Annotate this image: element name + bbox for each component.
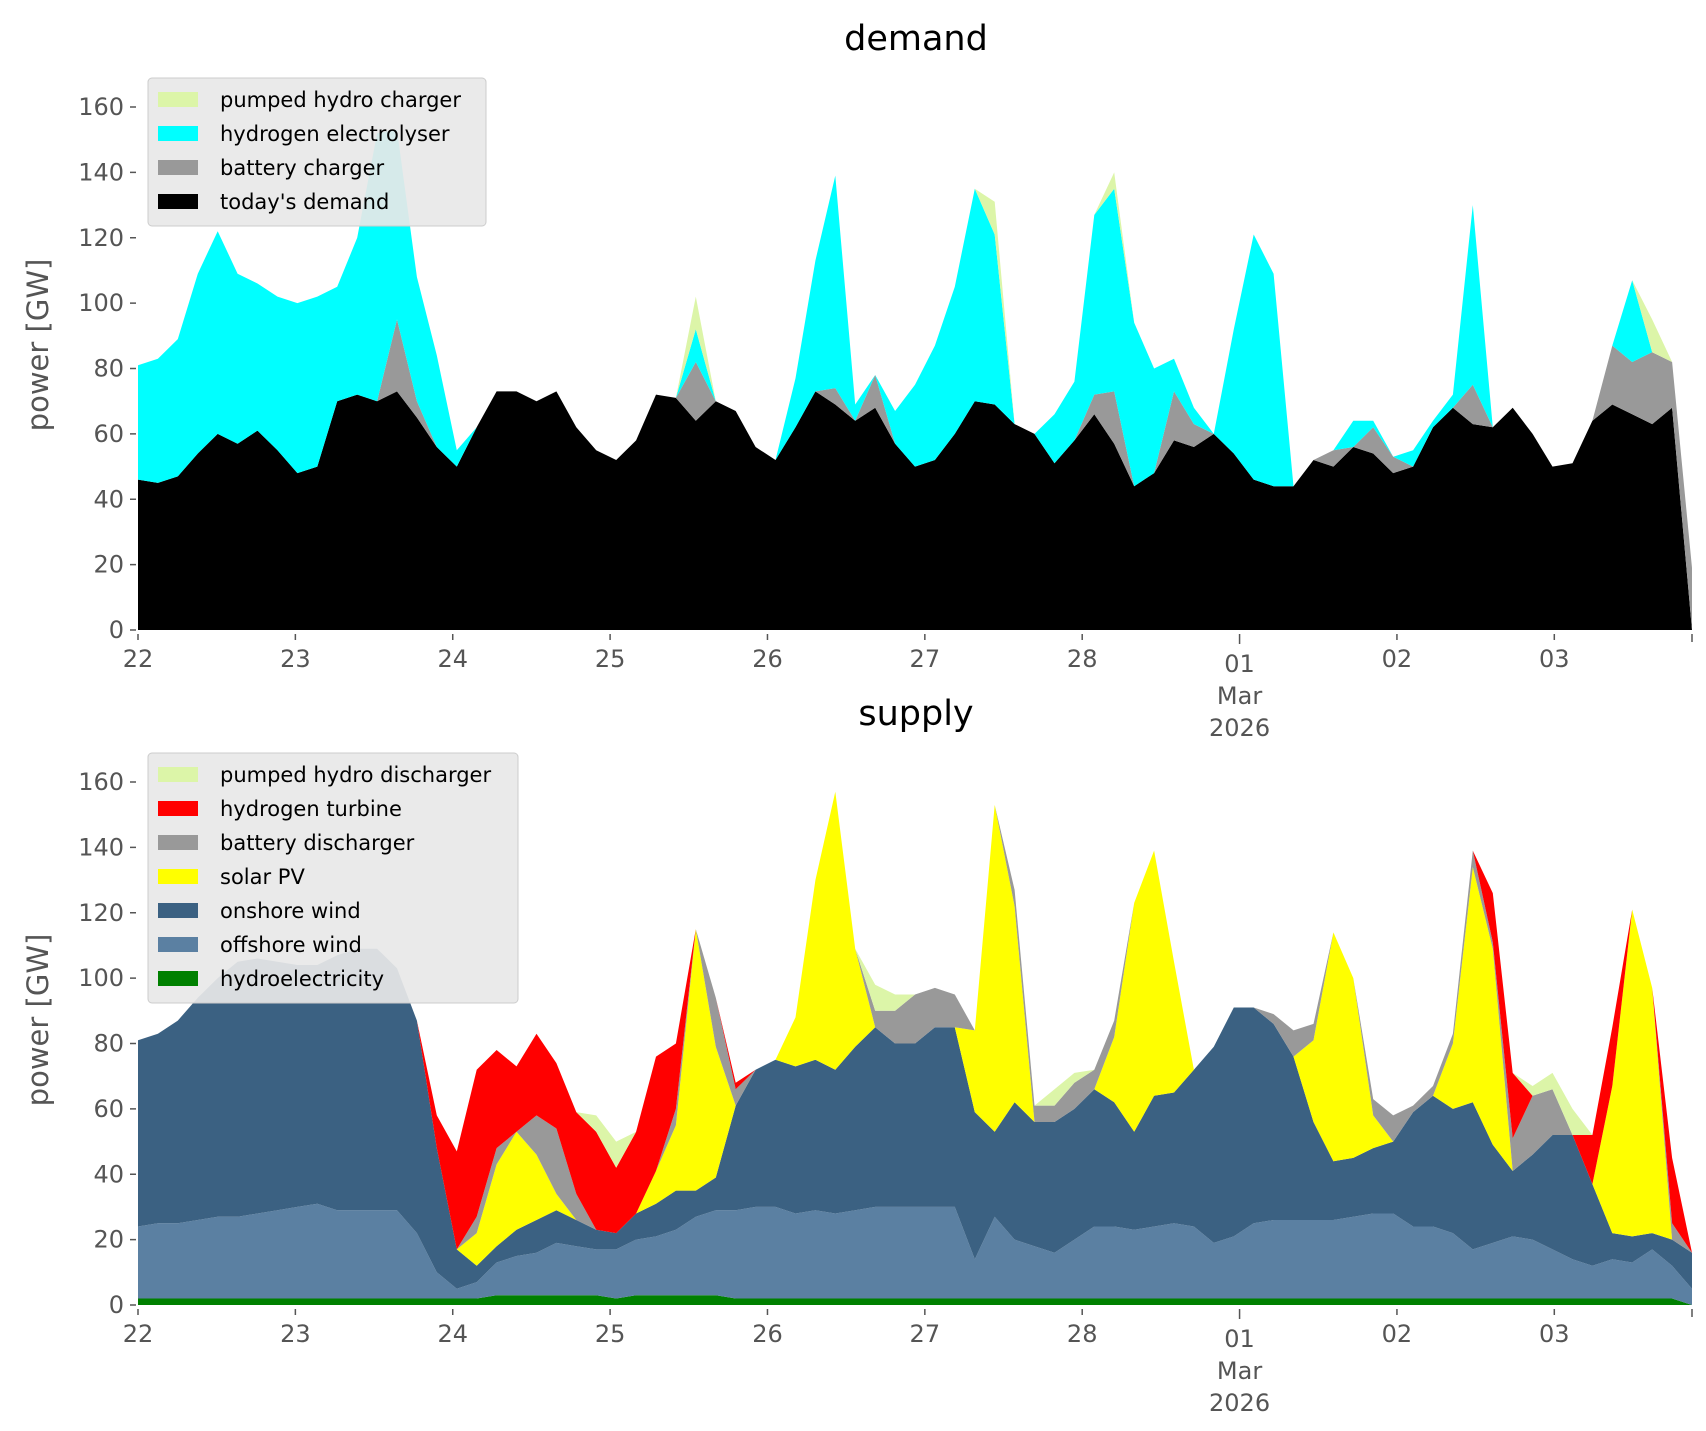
supply-ylabel: power [GW] (21, 934, 55, 1107)
legend-label: pumped hydro charger (220, 88, 461, 112)
demand-legend: pumped hydro charger hydrogen electrolyse… (147, 77, 487, 227)
area-hydroelectricity (138, 1295, 1692, 1305)
legend-swatch (158, 801, 198, 816)
xtick-label: 22 (123, 645, 154, 673)
ytick-label: 80 (93, 1030, 124, 1058)
ytick-label: 160 (78, 93, 124, 121)
legend-label: hydrogen turbine (220, 797, 402, 821)
demand-ylabel: power [GW] (21, 259, 55, 432)
xtick-label: 22 (123, 1320, 154, 1348)
ytick-label: 120 (78, 224, 124, 252)
area-offshore-wind (138, 1203, 1692, 1305)
legend-swatch (158, 937, 198, 952)
ytick-label: 60 (93, 420, 124, 448)
legend-swatch (158, 160, 198, 175)
legend-swatch (158, 92, 198, 107)
xtick-label: 01 (1224, 1325, 1255, 1353)
legend-label: battery charger (220, 156, 385, 180)
xtick-label: 25 (595, 1320, 626, 1348)
ytick-label: 40 (93, 1160, 124, 1188)
xtick-label: 27 (910, 1320, 941, 1348)
legend-swatch (158, 971, 198, 986)
legend-label: pumped hydro discharger (220, 763, 491, 787)
legend-label: solar PV (220, 865, 305, 889)
ytick-label: 60 (93, 1095, 124, 1123)
legend-box (147, 752, 519, 1004)
demand-title: demand (844, 19, 988, 59)
ytick-label: 120 (78, 899, 124, 927)
xtick-label: 02 (1382, 645, 1413, 673)
xtick-label: 28 (1067, 645, 1098, 673)
xtick-label: 03 (1539, 1320, 1570, 1348)
xtick-label: 02 (1382, 1320, 1413, 1348)
legend-label: battery discharger (220, 831, 415, 855)
supply-legend: pumped hydro discharger hydrogen turbine b… (147, 752, 519, 1004)
area-onshore-wind (138, 948, 1692, 1289)
xtick-label: 01 (1224, 650, 1255, 678)
legend-swatch (158, 767, 198, 782)
area-battery-discharger (138, 791, 1692, 1253)
legend-label: today's demand (220, 190, 389, 214)
legend-swatch (158, 869, 198, 884)
xtick-label: 28 (1067, 1320, 1098, 1348)
xtick-label: 24 (437, 1320, 468, 1348)
xtick-label: 03 (1539, 645, 1570, 673)
supply-title: supply (858, 694, 973, 734)
xtick-label: 24 (437, 645, 468, 673)
xtick-label: 23 (280, 645, 311, 673)
xtick-label: 25 (595, 645, 626, 673)
legend-label: hydroelectricity (220, 967, 384, 991)
xtick-label: 27 (910, 645, 941, 673)
legend-swatch (158, 194, 198, 209)
area-today-s-demand (138, 391, 1692, 630)
ytick-label: 160 (78, 768, 124, 796)
xtick-label: 23 (280, 1320, 311, 1348)
xtick-label: Mar (1217, 1357, 1262, 1385)
legend-swatch (158, 835, 198, 850)
ytick-label: 140 (78, 833, 124, 861)
xtick-label: Mar (1217, 682, 1262, 710)
legend-swatch (158, 126, 198, 141)
legend-label: hydrogen electrolyser (220, 122, 450, 146)
supply-areas (138, 791, 1692, 1305)
ytick-label: 0 (109, 616, 124, 644)
legend-box (147, 77, 487, 227)
ytick-label: 20 (93, 551, 124, 579)
xtick-label: 2026 (1209, 714, 1270, 742)
demand-areas (138, 129, 1692, 630)
ytick-label: 140 (78, 158, 124, 186)
legend-swatch (158, 903, 198, 918)
ytick-label: 20 (93, 1226, 124, 1254)
area-solar-pv (138, 791, 1692, 1266)
ytick-label: 80 (93, 355, 124, 383)
xtick-label: 26 (752, 645, 783, 673)
ytick-label: 40 (93, 485, 124, 513)
xtick-label: 2026 (1209, 1389, 1270, 1417)
ytick-label: 100 (78, 964, 124, 992)
ytick-label: 100 (78, 289, 124, 317)
ytick-label: 0 (109, 1291, 124, 1319)
xtick-label: 26 (752, 1320, 783, 1348)
legend-label: offshore wind (220, 933, 362, 957)
legend-label: onshore wind (220, 899, 361, 923)
